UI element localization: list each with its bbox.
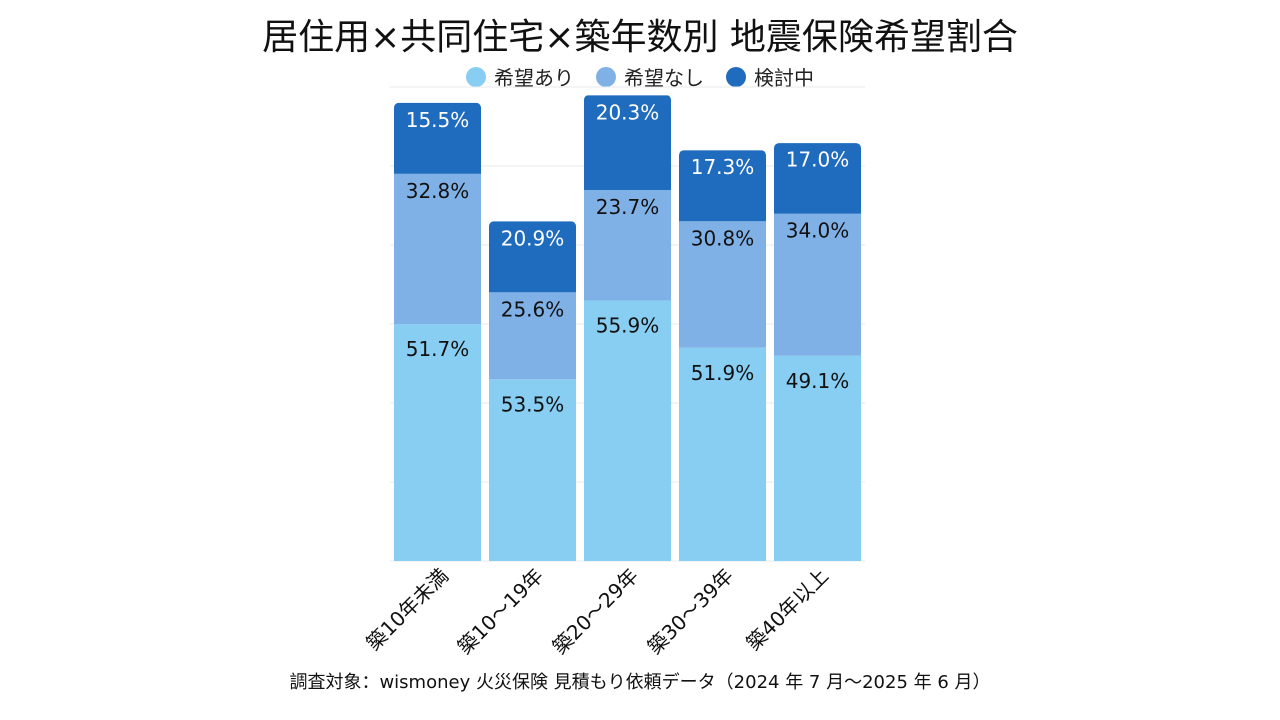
data-label: 30.8% [691, 226, 755, 250]
data-label: 55.9% [596, 313, 660, 337]
bar-segment-0 [774, 355, 861, 561]
data-label: 15.5% [406, 108, 470, 132]
data-label: 53.5% [501, 392, 565, 416]
data-label: 20.9% [501, 226, 565, 250]
bar-segment-2 [394, 102, 481, 174]
data-label: 51.7% [406, 337, 470, 361]
x-tick-label: 築30～39年 [643, 564, 738, 659]
legend-label-1: 希望なし [624, 66, 704, 90]
bar-segment-1 [394, 173, 481, 325]
bar-segment-1 [584, 189, 671, 301]
bar-segment-0 [584, 300, 671, 561]
legend-item-0: 希望あり [466, 62, 574, 91]
bar-segment-2 [489, 221, 576, 293]
data-label: 23.7% [596, 195, 660, 219]
legend-swatch-0 [466, 66, 486, 87]
legend-label-2: 検討中 [754, 66, 814, 90]
legend-label-0: 希望あり [494, 66, 574, 90]
legend-swatch-2 [726, 66, 746, 87]
x-tick-label: 築10年未満 [361, 564, 453, 656]
x-tick-label: 築20～29年 [548, 564, 643, 659]
bar-segment-1 [489, 292, 576, 380]
x-tick-label: 築10～19年 [453, 564, 548, 659]
bar-segment-0 [679, 347, 766, 561]
data-label: 51.9% [691, 361, 755, 385]
footnote: 調査対象：wismoney 火災保険 見積もり依頼データ（2024 年 7 月～… [289, 672, 991, 693]
legend-item-1: 希望なし [596, 62, 704, 91]
bar-segment-1 [679, 221, 766, 348]
data-label: 25.6% [501, 297, 565, 321]
data-label: 17.0% [786, 148, 850, 172]
data-label: 17.3% [691, 155, 755, 179]
bar-segment-2 [679, 150, 766, 222]
bar-segment-2 [584, 95, 671, 190]
bar-segment-1 [774, 213, 861, 356]
x-tick-label: 築40年以上 [741, 564, 833, 656]
bar-segment-0 [394, 324, 481, 561]
bar-segment-2 [774, 143, 861, 214]
bar-segment-0 [489, 379, 576, 561]
chart-title: 居住用×共同住宅×築年数別 地震保険希望割合 [262, 17, 1018, 58]
legend: 希望あり 希望なし 検討中 [0, 62, 1280, 91]
data-label: 20.3% [596, 100, 660, 124]
data-label: 34.0% [786, 219, 850, 243]
data-label: 32.8% [406, 179, 470, 203]
legend-swatch-1 [596, 66, 616, 87]
data-label: 49.1% [786, 369, 850, 393]
legend-item-2: 検討中 [726, 62, 814, 91]
